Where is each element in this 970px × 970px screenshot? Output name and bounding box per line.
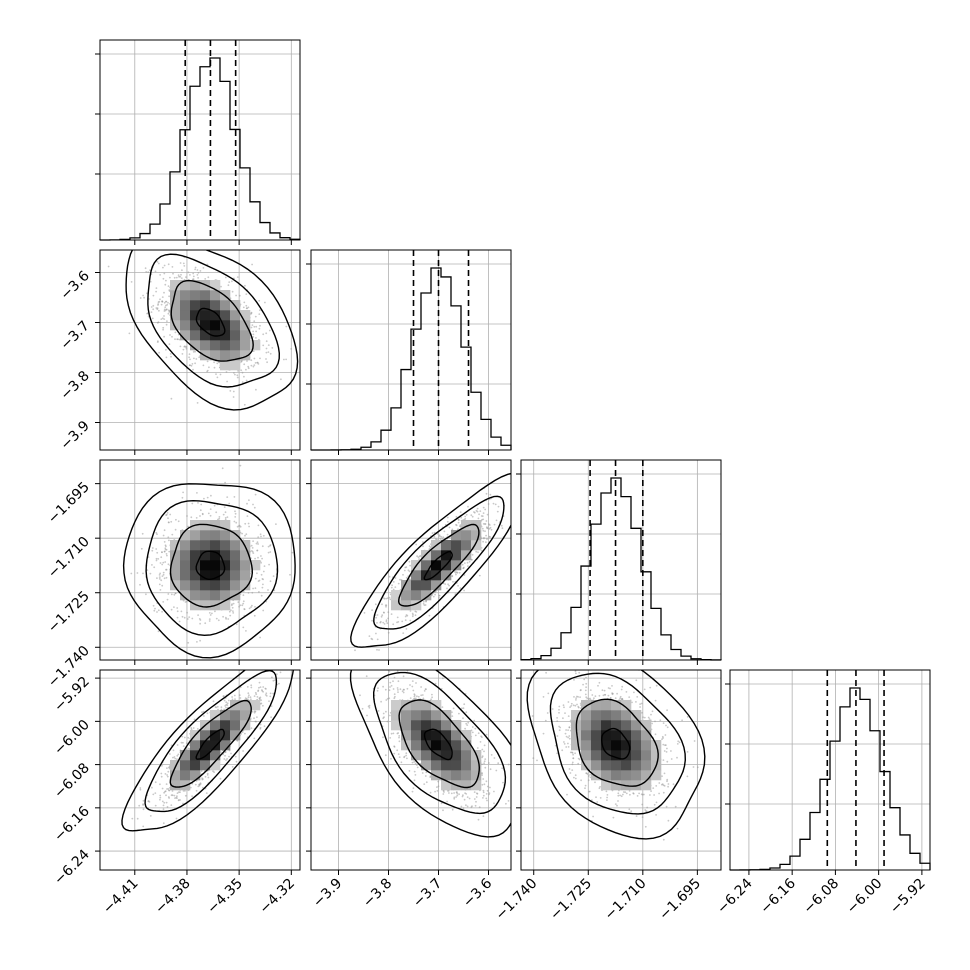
contour-level-2	[575, 698, 659, 787]
contour-level-1	[144, 670, 278, 813]
density-3-2	[526, 670, 706, 841]
histogram-0	[99, 57, 301, 241]
contour-level-0	[350, 472, 511, 648]
axes-1-1	[306, 249, 512, 455]
x-tick-label: −4.32	[256, 876, 298, 918]
axes-3-3: −6.24 −6.16 −6.08 −6.00 −5.92	[714, 669, 931, 918]
y-tick-label: −1.695	[45, 479, 93, 527]
y-tick-label: −6.08	[51, 760, 93, 802]
axes-frame	[99, 669, 301, 871]
contour-level-0	[349, 670, 511, 838]
y-tick-label: −3.6	[57, 268, 92, 303]
contour-level-0	[121, 670, 295, 832]
density-3-0	[121, 670, 295, 832]
axes-frame	[310, 249, 512, 451]
density-cells	[391, 700, 482, 791]
density-3-1	[349, 670, 511, 838]
axes-3-0: −4.41 −4.38 −4.35 −4.32 −6.24−6.16−6.08−6.00…	[51, 669, 301, 918]
histogram-3	[729, 687, 931, 871]
density-cells	[571, 700, 662, 791]
axes-2-0: −1.740−1.725−1.710−1.695	[45, 459, 301, 691]
x-tick-label: −5.92	[887, 876, 929, 918]
contour-level-3	[600, 727, 631, 760]
contour-level-1	[373, 495, 505, 630]
axes-2-1	[306, 459, 512, 665]
contour-level-2	[397, 523, 480, 607]
contour-level-2	[170, 279, 254, 362]
x-tick-label: −3.7	[410, 876, 445, 911]
axes-3-2: −1.740 −1.725 −1.710 −1.695	[493, 669, 722, 924]
contour-level-0	[125, 250, 299, 411]
contour-level-1	[373, 671, 507, 815]
density-cells	[170, 520, 261, 611]
contour-level-3	[195, 550, 226, 580]
axes-0-0	[95, 39, 301, 245]
contour-level-2	[398, 699, 481, 789]
contour-level-1	[145, 499, 279, 637]
y-tick-label: −6.16	[51, 803, 93, 845]
contour-level-3	[195, 728, 225, 760]
x-tick-label: −1.695	[656, 876, 704, 924]
y-tick-label: −3.8	[57, 368, 92, 403]
y-tick-label: −1.725	[45, 588, 93, 636]
contour-level-0	[122, 483, 296, 659]
contour-level-0	[526, 670, 706, 840]
axes-frame	[520, 459, 722, 661]
contour-level-2	[169, 523, 254, 608]
x-tick-label: −1.710	[602, 876, 650, 924]
axes-2-2	[516, 459, 722, 665]
y-tick-label: −3.9	[57, 418, 92, 453]
x-tick-label: −4.38	[152, 876, 194, 918]
x-tick-label: −6.24	[714, 875, 756, 917]
axes-frame	[729, 669, 931, 871]
contour-level-3	[195, 307, 226, 337]
contour-level-2	[169, 699, 252, 788]
y-tick-label: −6.00	[51, 717, 93, 759]
contour-level-1	[549, 672, 687, 815]
y-tick-label: −1.710	[45, 534, 93, 582]
density-2-1	[350, 472, 511, 652]
y-tick-label: −6.24	[51, 847, 93, 889]
axes-frame	[99, 459, 301, 661]
x-tick-label: −3.8	[360, 876, 395, 911]
axes-1-0: −3.9 −3.8 −3.7 −3.6	[57, 249, 301, 455]
x-tick-label: −6.00	[844, 876, 886, 918]
y-tick-label: −3.7	[57, 318, 92, 353]
contour-level-1	[147, 253, 281, 388]
axes-frame	[99, 39, 301, 241]
x-tick-label: −4.35	[204, 876, 246, 918]
axes-frame	[310, 459, 512, 661]
x-tick-label: −3.6	[460, 875, 495, 910]
axes-3-1: −3.9 −3.8 −3.7 −3.6	[306, 669, 512, 911]
x-tick-label: −6.16	[757, 875, 799, 917]
contour-level-3	[423, 550, 453, 581]
density-1-0	[107, 250, 299, 411]
axes-frame	[310, 669, 512, 871]
x-tick-label: −1.725	[547, 876, 595, 924]
density-2-0	[122, 464, 296, 659]
x-tick-label: −6.08	[801, 876, 843, 918]
histogram-2	[520, 477, 722, 661]
x-tick-label: −1.740	[493, 876, 541, 924]
contour-level-3	[423, 728, 453, 761]
histogram-1	[310, 267, 512, 451]
x-tick-label: −4.41	[100, 876, 142, 918]
axes-frame	[99, 249, 301, 451]
axes-frame	[520, 669, 722, 871]
x-tick-label: −3.9	[310, 876, 345, 911]
